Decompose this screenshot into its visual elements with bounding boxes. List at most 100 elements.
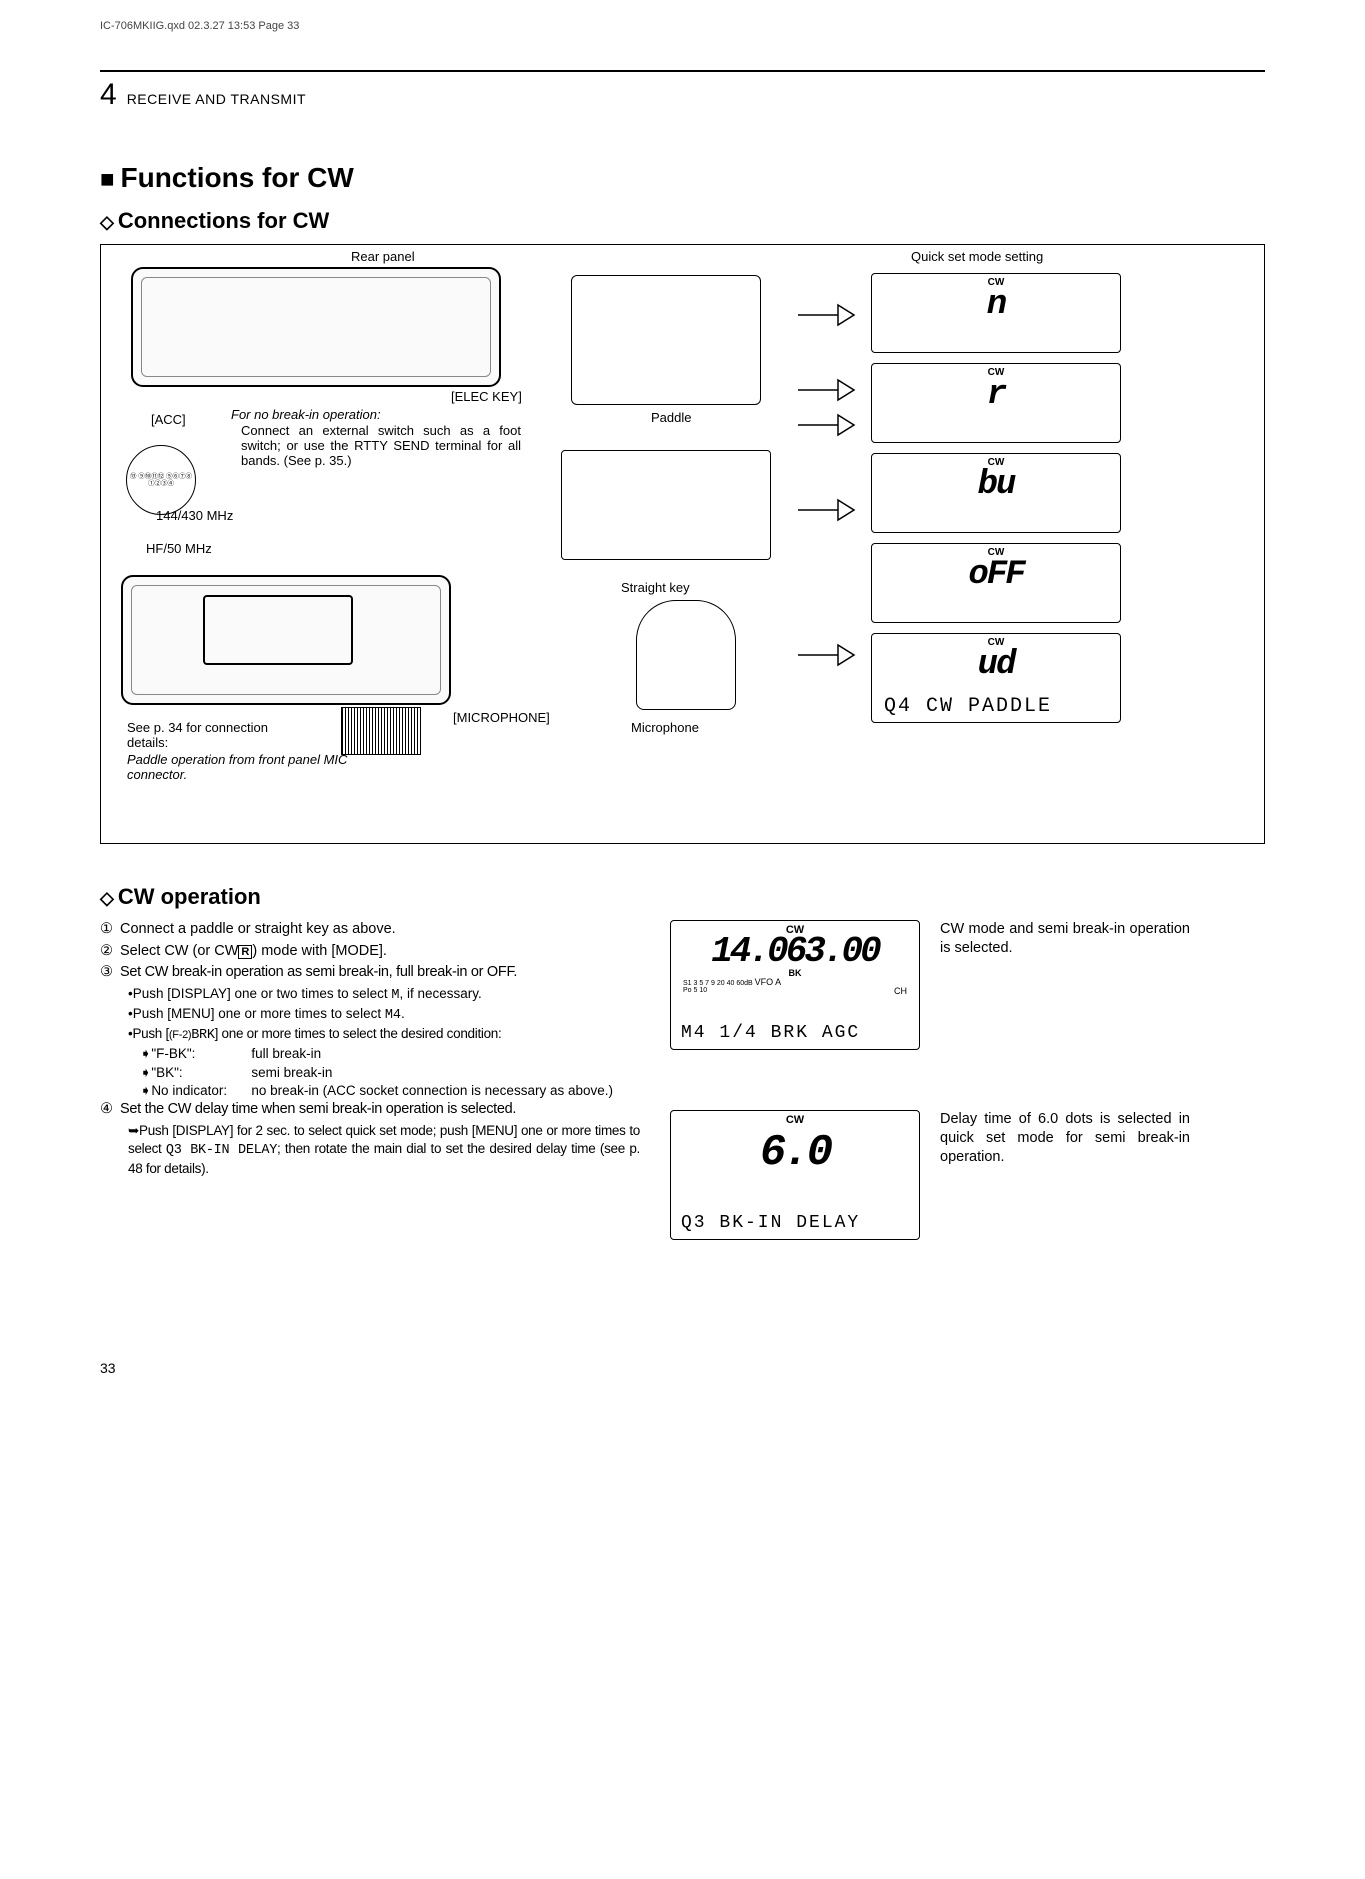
display-1-meter2: Po 5 10 CH: [671, 987, 919, 994]
mic-grille-icon: [341, 707, 421, 755]
rear-panel-device: [131, 267, 501, 387]
subsection2-text: CW operation: [118, 884, 261, 909]
cw-operation-steps: ①Connect a paddle or straight key as abo…: [100, 920, 640, 1280]
144-430-label: 144/430 MHz: [156, 508, 233, 523]
arrow-right-icon: [796, 300, 856, 330]
arrow-right-icon: [796, 375, 856, 405]
step-2: ②Select CW (or CWR) mode with [MODE].: [100, 942, 640, 962]
step-3-sub2: •Push [MENU] one or more times to select…: [128, 1005, 640, 1025]
step-1: ①Connect a paddle or straight key as abo…: [100, 920, 640, 940]
bullet-none: ➧No indicator:no break-in (ACC socket co…: [140, 1082, 640, 1100]
step-4-sub: ➥Push [DISPLAY] for 2 sec. to select qui…: [128, 1122, 640, 1179]
lcd-seg-ud: ud: [872, 648, 1120, 682]
square-bullet-icon: ■: [100, 166, 115, 193]
step-3-sub3: •Push [(F-2)BRK] one or more times to se…: [128, 1025, 640, 1045]
acc-label: [ACC]: [151, 412, 186, 427]
arrow-right-icon: [796, 640, 856, 670]
chapter-header: 4 RECEIVE AND TRANSMIT: [100, 78, 1265, 112]
microphone-device: [636, 600, 736, 710]
display-1-desc: CW mode and semi break-in operation is s…: [940, 920, 1190, 1050]
step-4: ④Set the CW delay time when semi break-i…: [100, 1100, 640, 1120]
bullet3-desc: no break-in (ACC socket connection is ne…: [251, 1083, 613, 1098]
display-1-vfo: VFO A: [755, 977, 782, 987]
mono-m4: M4: [385, 1008, 401, 1023]
arrow-right-icon: [796, 410, 856, 440]
diamond-bullet-icon: ◇: [100, 212, 114, 232]
bullet1-label: "F-BK":: [151, 1045, 251, 1063]
step-3-sub3-a: Push [: [132, 1026, 168, 1041]
section-heading: ■Functions for CW: [100, 162, 1265, 194]
step-3: ③Set CW break-in operation as semi break…: [100, 963, 640, 983]
page-number: 33: [100, 1360, 1265, 1376]
display-1-meter1: S1 3 5 7 9 20 40 60dB VFO A: [671, 978, 919, 987]
bullet2-desc: semi break-in: [251, 1065, 332, 1080]
microphone-label: Microphone: [631, 720, 699, 735]
bullet-bk: ➧"BK":semi break-in: [140, 1064, 640, 1082]
lcd-n: CW n: [871, 273, 1121, 353]
connections-diagram: Rear panel Quick set mode setting [ELEC …: [100, 244, 1265, 844]
bullet1-desc: full break-in: [251, 1046, 321, 1061]
bullet2-label: "BK":: [151, 1064, 251, 1082]
mono-brk: BRK: [191, 1028, 214, 1043]
q4-cw-paddle-label: Q4 CW PADDLE: [884, 695, 1052, 718]
display-2-desc: Delay time of 6.0 dots is selected in qu…: [940, 1110, 1190, 1240]
front-panel-device: [121, 575, 451, 705]
quick-set-label: Quick set mode setting: [911, 249, 1043, 264]
display-2: CW 6.0 Q3 BK-IN DELAY: [670, 1110, 920, 1240]
bullet-fbk: ➧"F-BK":full break-in: [140, 1045, 640, 1063]
step-1-text: Connect a paddle or straight key as abov…: [120, 921, 396, 937]
r-boxed-icon: R: [238, 945, 252, 959]
lcd-seg-n: n: [872, 288, 1120, 322]
lcd-off: CW oFF: [871, 543, 1121, 623]
chapter-title: RECEIVE AND TRANSMIT: [127, 91, 306, 107]
subsection1-text: Connections for CW: [118, 208, 329, 233]
paddle-device: [571, 275, 761, 405]
step-3-text: Set CW break-in operation as semi break-…: [120, 964, 517, 980]
paddle-operation-note: Paddle operation from front panel MIC co…: [127, 752, 387, 782]
display-1-ch: CH: [894, 987, 907, 996]
lcd-ud: CW ud Q4 CW PADDLE: [871, 633, 1121, 723]
step-3-sub2-a: Push [MENU] one or more times to select: [133, 1006, 385, 1021]
connect-external-note: Connect an external switch such as a foo…: [241, 423, 521, 468]
step-3-sub3-b: ] one or more times to select the desire…: [215, 1026, 502, 1041]
subsection-cw-operation: ◇CW operation: [100, 884, 1265, 910]
hf-50-label: HF/50 MHz: [146, 541, 212, 556]
front-screen: [203, 595, 353, 665]
step-3-sub2-b: .: [401, 1006, 405, 1021]
display-2-bottom: Q3 BK-IN DELAY: [671, 1213, 860, 1233]
lcd-seg-r: r: [872, 378, 1120, 412]
bullet3-label: No indicator:: [151, 1082, 251, 1100]
lcd-r: CW r: [871, 363, 1121, 443]
lcd-seg-off: oFF: [872, 558, 1120, 592]
chapter-number: 4: [100, 78, 117, 112]
paddle-label: Paddle: [651, 410, 691, 425]
arrow-right-icon: [796, 495, 856, 525]
display-1-freq: 14.063.00: [671, 936, 919, 968]
f2-label: (F-2): [169, 1029, 191, 1041]
step-2-text-a: Select CW (or CW: [120, 943, 238, 959]
lcd-bug: CW bu: [871, 453, 1121, 533]
straight-key-label: Straight key: [621, 580, 690, 595]
step-3-sub1: •Push [DISPLAY] one or two times to sele…: [128, 985, 640, 1005]
for-no-breakin-label: For no break-in operation:: [231, 407, 381, 422]
step-4-text: Set the CW delay time when semi break-in…: [120, 1101, 516, 1117]
display-1-bk: BK: [671, 968, 919, 978]
display-2-cw: CW: [671, 1114, 919, 1126]
lcd-seg-bug: bu: [872, 468, 1120, 502]
diamond-bullet-icon: ◇: [100, 888, 114, 908]
section-title-text: Functions for CW: [121, 162, 354, 193]
subsection-connections: ◇Connections for CW: [100, 208, 1265, 234]
mono-q3: Q3 BK-IN DELAY: [166, 1143, 277, 1158]
rear-panel-label: Rear panel: [351, 249, 415, 264]
display-2-freq: 6.0: [671, 1134, 919, 1174]
step-3-sub1-a: Push [DISPLAY] one or two times to selec…: [133, 986, 392, 1001]
display-1: CW 14.063.00 BK S1 3 5 7 9 20 40 60dB VF…: [670, 920, 920, 1050]
acc-pin-diagram: ⑬ ⑨⑩⑪⑫ ⑤⑥⑦⑧ ①②③④: [126, 445, 196, 515]
step-2-text-b: ) mode with [MODE].: [252, 943, 387, 959]
crop-marks: IC-706MKIIG.qxd 02.3.27 13:53 Page 33: [100, 20, 299, 32]
step-3-sub1-b: , if necessary.: [399, 986, 481, 1001]
display-1-bottom: M4 1/4 BRK AGC: [671, 1023, 860, 1043]
straight-key-device: [561, 450, 771, 560]
header-rule: [100, 70, 1265, 72]
elec-key-label: [ELEC KEY]: [451, 389, 522, 404]
